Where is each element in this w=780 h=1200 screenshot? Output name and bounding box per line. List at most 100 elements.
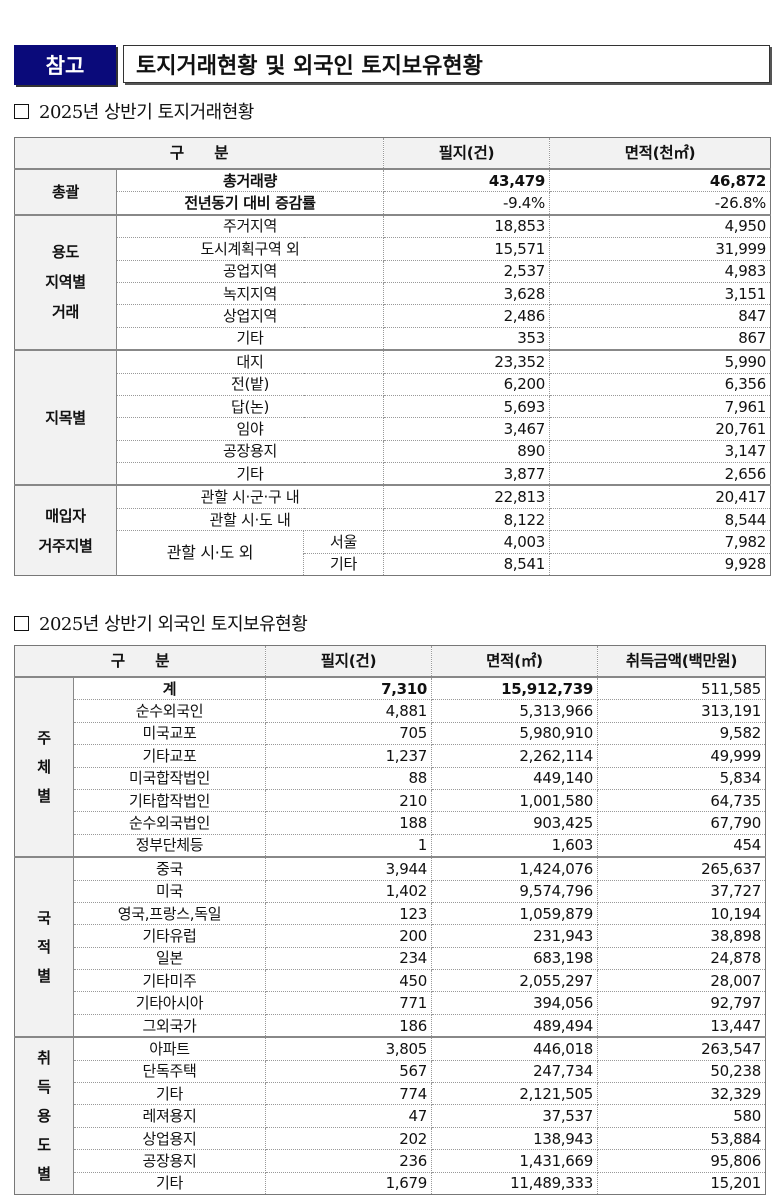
row-label: 기타미주 (72, 969, 267, 993)
column-header: 필지(건) (265, 645, 433, 678)
row-label: 기타합작법인 (72, 788, 267, 813)
category-cell: 주 체 별 (14, 676, 74, 858)
amount-value: 50,238 (597, 1059, 767, 1084)
row-label: 그외국가 (72, 1013, 267, 1038)
area-value: 8,544 (549, 507, 772, 532)
area-value: 903,425 (431, 811, 599, 835)
row-label: 기타유럽 (72, 924, 267, 948)
amount-value: 28,007 (597, 969, 767, 993)
row-label: 아파트 (72, 1036, 267, 1061)
area-value: 231,943 (431, 924, 599, 948)
category-cell: 용도 지역별 거래 (14, 213, 117, 351)
parcels-value: 123 (265, 901, 433, 926)
row-label: 기타 (115, 326, 385, 351)
row-label: 단독주택 (72, 1059, 267, 1084)
parcels-value: 15,571 (383, 237, 551, 261)
parcels-value: 2,486 (383, 304, 551, 328)
category-cell: 국 적 별 (14, 856, 74, 1038)
table-row: 기타아시아 771 394,056 92,797 (15, 991, 767, 1015)
area-value: 247,734 (431, 1059, 599, 1084)
parcels-value: 771 (265, 991, 433, 1015)
parcels-value: 5,693 (383, 394, 551, 419)
area-value: 138,943 (431, 1126, 599, 1151)
table-row: 매입자 거주지별 관할 시·군·구 내 22,813 20,417 (14, 484, 772, 577)
parcels-value: 8,122 (383, 507, 551, 532)
row-label: 미국합작법인 (72, 766, 267, 790)
column-header: 구 분 (13, 137, 385, 170)
row-label: 관할 시·도 내 (115, 507, 385, 532)
parcels-value: 6,200 (383, 372, 551, 396)
checkbox-square-icon (14, 615, 29, 631)
table-row: 상업지역 2,486 847 (15, 304, 772, 328)
table-row: 주 체 별 계 7,310 15,912,739 511,585 (14, 676, 767, 858)
row-label: 전(밭) (115, 372, 385, 396)
row-label: 공장용지 (115, 439, 385, 464)
parcels-value: 890 (383, 439, 551, 464)
amount-value: 92,797 (597, 991, 767, 1015)
area-value: 5,990 (549, 349, 772, 374)
table-row: 공장용지 890 3,147 (15, 439, 772, 464)
amount-value: 5,834 (597, 766, 767, 790)
table-row: 취 득 용 도 별 아파트 3,805 446,018 263,547 (14, 1036, 767, 1195)
reference-tag: 참고 (14, 45, 116, 85)
parcels-value: 88 (265, 766, 433, 790)
parcels-value: 43,479 (383, 168, 551, 193)
column-header: 취득금액(백만원) (597, 645, 767, 678)
table-row: 도시계획구역 외 15,571 31,999 (15, 237, 772, 261)
area-value: 7,982 (549, 530, 772, 554)
section-title: 2025년 상반기 외국인 토지보유현황 (39, 614, 308, 635)
row-label: 정부단체등 (72, 833, 267, 858)
row-sublabel: 서울 (302, 530, 385, 554)
table-row: 전(밭) 6,200 6,356 (15, 372, 772, 396)
parcels-value: 234 (265, 946, 433, 971)
row-label: 순수외국법인 (72, 811, 267, 835)
amount-value: 24,878 (597, 946, 767, 971)
amount-value: 13,447 (597, 1013, 767, 1038)
parcels-value: 1,402 (265, 879, 433, 903)
amount-value: 580 (597, 1104, 767, 1128)
table-row: 공장용지 236 1,431,669 95,806 (15, 1149, 767, 1173)
parcels-value: 450 (265, 969, 433, 993)
amount-value: 263,547 (597, 1036, 767, 1061)
parcels-value: 1 (265, 833, 433, 858)
area-value: 6,356 (549, 372, 772, 396)
parcels-value: 18,853 (383, 213, 551, 239)
table-row: 기타 774 2,121,505 32,329 (15, 1082, 767, 1106)
table-row: 기타합작법인 210 1,001,580 64,735 (15, 788, 767, 813)
table-row: 미국교포 705 5,980,910 9,582 (15, 721, 767, 746)
table-row: 기타교포 1,237 2,262,114 49,999 (15, 744, 767, 768)
parcels-value: 774 (265, 1082, 433, 1106)
amount-value: 454 (597, 833, 767, 858)
table-row: 총괄 총거래량 43,479 46,872 (14, 168, 772, 216)
area-value: 2,262,114 (431, 744, 599, 768)
parcels-value: 23,352 (383, 349, 551, 374)
table-row: 기타유럽 200 231,943 38,898 (15, 924, 767, 948)
table-row: 용도 지역별 거래 주거지역 18,853 4,950 (14, 213, 772, 351)
table-row: 기타 1,679 11,489,333 15,201 (15, 1171, 767, 1195)
row-label: 관할 시·군·구 내 (115, 484, 385, 509)
row-label: 영국,프랑스,독일 (72, 901, 267, 926)
amount-value: 95,806 (597, 1149, 767, 1173)
row-label: 녹지지역 (115, 281, 385, 306)
table-row: 녹지지역 3,628 3,151 (15, 281, 772, 306)
area-value: 7,961 (549, 394, 772, 419)
table-row: 순수외국인 4,881 5,313,966 313,191 (15, 699, 767, 723)
table-row: 그외국가 186 489,494 13,447 (15, 1013, 767, 1038)
amount-value: 38,898 (597, 924, 767, 948)
row-label: 일본 (72, 946, 267, 971)
area-value: 867 (549, 326, 772, 351)
area-value: 3,151 (549, 281, 772, 306)
area-value: 15,912,739 (431, 676, 599, 701)
table-row: 영국,프랑스,독일 123 1,059,879 10,194 (15, 901, 767, 926)
category-cell: 매입자 거주지별 (14, 484, 117, 577)
area-value: 31,999 (549, 237, 772, 261)
table-row: 임야 3,467 20,761 (15, 417, 772, 441)
row-label: 계 (72, 676, 267, 701)
parcels-value: 186 (265, 1013, 433, 1038)
table-row: 지목별 대지 23,352 5,990 (14, 349, 772, 486)
row-label: 임야 (115, 417, 385, 441)
parcels-value: 47 (265, 1104, 433, 1128)
area-value: 446,018 (431, 1036, 599, 1061)
section-heading-foreign-holdings: 2025년 상반기 외국인 토지보유현황 (14, 610, 308, 636)
area-value: 20,417 (549, 484, 772, 509)
